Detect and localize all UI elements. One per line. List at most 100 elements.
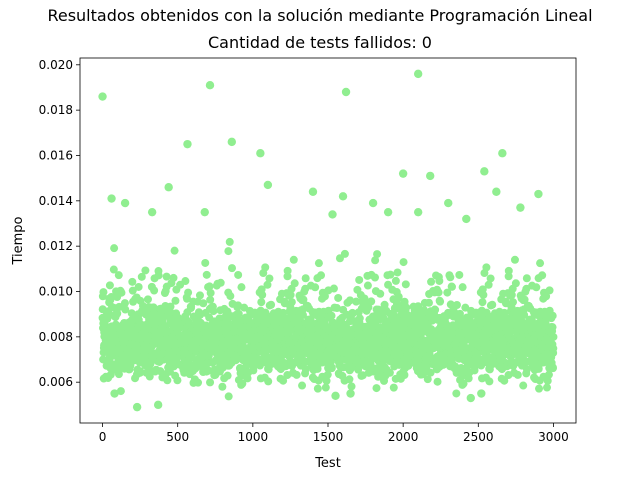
data-point bbox=[320, 292, 329, 301]
y-axis-label: Tiempo bbox=[11, 216, 26, 265]
data-point bbox=[427, 277, 436, 286]
data-point-outlier bbox=[227, 137, 237, 147]
data-point bbox=[224, 392, 233, 401]
x-tick-label: 3000 bbox=[538, 430, 569, 444]
data-point bbox=[154, 271, 163, 280]
x-tick-label: 1000 bbox=[238, 430, 269, 444]
data-point bbox=[171, 296, 180, 305]
data-point bbox=[402, 303, 411, 312]
data-point bbox=[371, 256, 380, 265]
data-point bbox=[520, 311, 529, 320]
data-point bbox=[299, 295, 308, 304]
data-point-outlier bbox=[466, 393, 475, 403]
data-point bbox=[169, 273, 178, 282]
data-point bbox=[286, 290, 295, 299]
data-point bbox=[290, 279, 299, 288]
data-point bbox=[321, 383, 330, 392]
data-point-outlier bbox=[98, 92, 107, 101]
data-point bbox=[329, 284, 338, 293]
data-point bbox=[346, 296, 355, 305]
data-point bbox=[452, 301, 461, 309]
x-tick-label: 2500 bbox=[463, 430, 494, 444]
data-point bbox=[452, 389, 461, 398]
data-point bbox=[455, 309, 464, 318]
data-point bbox=[173, 376, 182, 385]
data-point bbox=[234, 301, 243, 310]
data-point bbox=[373, 250, 382, 259]
data-point-outlier bbox=[341, 87, 351, 97]
data-point-outlier bbox=[398, 169, 408, 178]
data-point bbox=[352, 297, 361, 306]
data-point bbox=[243, 374, 252, 383]
data-point bbox=[216, 278, 225, 287]
data-point bbox=[358, 371, 367, 380]
data-point bbox=[345, 375, 354, 384]
y-tick-label: 0.008 bbox=[39, 330, 73, 344]
data-point bbox=[137, 272, 146, 281]
data-point bbox=[234, 270, 243, 279]
y-tick-label: 0.014 bbox=[39, 194, 73, 208]
data-point bbox=[113, 309, 122, 318]
data-point bbox=[543, 376, 552, 385]
x-tick-label: 500 bbox=[166, 430, 189, 444]
data-point bbox=[485, 377, 494, 386]
data-point-outlier bbox=[492, 187, 501, 196]
data-point bbox=[224, 247, 233, 256]
data-point bbox=[436, 297, 445, 306]
data-point bbox=[509, 298, 518, 307]
data-point bbox=[548, 323, 557, 332]
data-point bbox=[317, 271, 326, 280]
data-point bbox=[464, 374, 473, 383]
data-point bbox=[513, 370, 522, 379]
data-point bbox=[121, 305, 130, 314]
data-point bbox=[109, 265, 118, 274]
data-point-outlier bbox=[200, 207, 209, 217]
data-point bbox=[205, 282, 214, 291]
x-tick-label: 1500 bbox=[313, 430, 344, 444]
data-point bbox=[145, 372, 154, 381]
data-point bbox=[115, 302, 124, 311]
data-point bbox=[507, 290, 516, 299]
data-point bbox=[128, 277, 137, 286]
data-point bbox=[459, 379, 468, 388]
data-point-outlier bbox=[477, 389, 486, 398]
data-point bbox=[141, 266, 150, 275]
data-point bbox=[143, 295, 152, 304]
data-point bbox=[150, 286, 159, 295]
data-point bbox=[114, 271, 123, 280]
data-point bbox=[548, 311, 557, 320]
y-axis: 0.006 0.008 0.010 0.012 0.014 0.016 0.018 0.020 bbox=[39, 58, 80, 389]
data-point bbox=[163, 376, 172, 385]
x-tick-label: 2000 bbox=[388, 430, 419, 444]
data-point-outlier bbox=[516, 203, 525, 212]
data-point bbox=[311, 283, 320, 292]
data-point bbox=[361, 296, 370, 305]
data-point bbox=[206, 295, 215, 304]
data-point bbox=[394, 292, 403, 301]
data-point bbox=[520, 295, 529, 304]
data-point-outlier bbox=[444, 198, 453, 208]
data-point bbox=[423, 375, 432, 384]
data-point bbox=[327, 311, 336, 320]
data-point-outlier bbox=[462, 214, 471, 224]
y-tick-label: 0.018 bbox=[39, 103, 73, 117]
data-point bbox=[322, 376, 331, 385]
data-point bbox=[226, 292, 235, 301]
data-point bbox=[538, 271, 547, 280]
data-point bbox=[223, 371, 232, 380]
data-point bbox=[228, 264, 236, 273]
x-tick-label: 0 bbox=[99, 430, 107, 444]
data-point-outlier bbox=[480, 167, 489, 176]
data-point bbox=[510, 255, 519, 264]
data-point bbox=[170, 246, 179, 255]
data-point-outlier bbox=[120, 198, 130, 208]
data-point bbox=[128, 286, 137, 295]
data-point bbox=[519, 381, 528, 390]
data-point bbox=[323, 370, 332, 379]
data-point bbox=[355, 314, 364, 323]
data-point bbox=[263, 280, 272, 289]
data-point-outlier bbox=[164, 183, 173, 192]
data-point bbox=[385, 368, 394, 377]
data-point bbox=[298, 311, 307, 320]
